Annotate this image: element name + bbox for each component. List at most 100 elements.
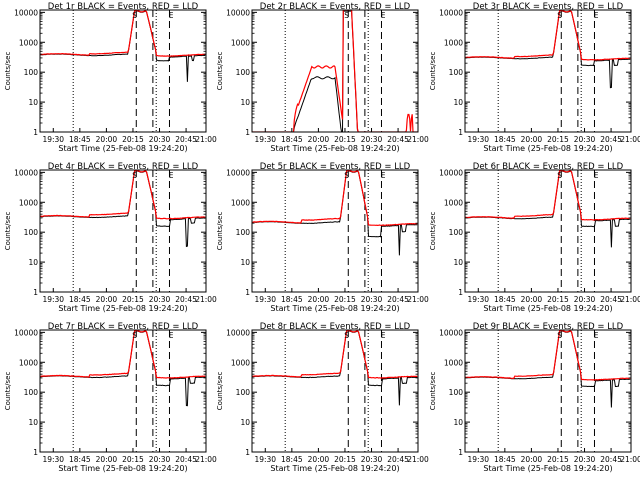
- x-tick-label: 20:00: [521, 295, 543, 304]
- marker-label-S: S: [132, 11, 137, 20]
- y-tick-label: 10000: [226, 8, 250, 17]
- x-tick-label: 18:45: [281, 455, 303, 464]
- x-tick-label: 20:45: [175, 135, 197, 144]
- x-tick-label: 20:00: [96, 455, 118, 464]
- y-axis-label: Counts/sec: [429, 212, 437, 251]
- marker-label-E: E: [169, 11, 174, 20]
- plot-frame: [464, 9, 632, 133]
- x-tick-label: 21:00: [195, 135, 217, 144]
- y-axis-label: Counts/sec: [4, 212, 12, 251]
- y-tick-label: 100: [236, 388, 251, 397]
- marker-label-S: S: [557, 331, 562, 340]
- x-tick-label: 20:00: [96, 135, 118, 144]
- x-tick-label: 20:15: [547, 295, 569, 304]
- y-tick-label: 10000: [14, 8, 38, 17]
- y-axis-label: Counts/sec: [4, 372, 12, 411]
- y-tick-label: 100: [449, 68, 464, 77]
- x-tick-label: 20:45: [387, 455, 409, 464]
- x-tick-label: 20:30: [361, 455, 383, 464]
- x-tick-label: 20:45: [600, 295, 622, 304]
- y-tick-label: 100: [24, 228, 39, 237]
- x-tick-label: 20:30: [574, 295, 596, 304]
- y-axis-label: Counts/sec: [429, 372, 437, 411]
- x-tick-label: 20:15: [334, 135, 356, 144]
- y-tick-label: 1: [458, 448, 463, 457]
- plot-frame: [39, 329, 207, 453]
- y-tick-label: 1: [33, 128, 38, 137]
- y-tick-label: 1: [33, 288, 38, 297]
- x-tick-label: 20:15: [334, 455, 356, 464]
- x-tick-label: 19:30: [254, 135, 276, 144]
- y-axis-label: Counts/sec: [4, 52, 12, 91]
- x-tick-label: 21:00: [620, 295, 640, 304]
- panel-title: Det 2r BLACK = Events, RED = LLD: [260, 2, 411, 12]
- y-axis-label: Counts/sec: [429, 52, 437, 91]
- x-tick-label: 21:00: [195, 455, 217, 464]
- x-tick-label: 20:30: [574, 455, 596, 464]
- y-tick-label: 10: [453, 258, 463, 267]
- x-tick-label: 20:00: [521, 135, 543, 144]
- x-tick-label: 19:30: [467, 135, 489, 144]
- y-tick-label: 1000: [444, 38, 463, 47]
- plot-frame: [464, 169, 632, 293]
- marker-label-E: E: [381, 331, 386, 340]
- marker-label-S: S: [132, 171, 137, 180]
- y-tick-label: 100: [236, 68, 251, 77]
- x-tick-label: 20:00: [308, 455, 330, 464]
- x-axis-label: Start Time (25-Feb-08 19:24:20): [483, 144, 612, 153]
- x-tick-label: 20:45: [600, 135, 622, 144]
- x-tick-label: 18:45: [494, 455, 516, 464]
- y-tick-label: 10: [453, 418, 463, 427]
- x-tick-label: 18:45: [281, 295, 303, 304]
- x-tick-label: 19:30: [254, 455, 276, 464]
- x-tick-label: 21:00: [620, 135, 640, 144]
- x-tick-label: 20:15: [122, 295, 144, 304]
- y-tick-label: 10: [28, 418, 38, 427]
- y-tick-label: 1: [33, 448, 38, 457]
- x-tick-label: 18:45: [494, 295, 516, 304]
- x-axis-label: Start Time (25-Feb-08 19:24:20): [58, 304, 187, 313]
- y-tick-label: 1000: [19, 38, 38, 47]
- y-tick-label: 100: [24, 388, 39, 397]
- y-tick-label: 1000: [19, 358, 38, 367]
- lld-series-line: [465, 330, 631, 381]
- panel-title: Det 7r BLACK = Events, RED = LLD: [48, 322, 199, 332]
- y-tick-label: 10000: [14, 168, 38, 177]
- y-tick-label: 100: [236, 228, 251, 237]
- events-series-line: [40, 170, 206, 248]
- panel-title: Det 5r BLACK = Events, RED = LLD: [260, 162, 411, 172]
- panel-title: Det 1r BLACK = Events, RED = LLD: [48, 2, 199, 12]
- y-tick-label: 1000: [231, 198, 250, 207]
- y-tick-label: 10: [240, 258, 250, 267]
- x-tick-label: 19:30: [467, 295, 489, 304]
- panel-title: Det 3r BLACK = Events, RED = LLD: [473, 2, 624, 12]
- panel-title: Det 4r BLACK = Events, RED = LLD: [48, 162, 199, 172]
- marker-label-S: S: [344, 331, 349, 340]
- x-tick-label: 20:30: [149, 295, 171, 304]
- y-tick-label: 10: [28, 258, 38, 267]
- marker-label-S: S: [132, 331, 137, 340]
- events-series-line: [465, 170, 631, 248]
- marker-label-S: S: [344, 11, 349, 20]
- x-tick-label: 20:00: [308, 295, 330, 304]
- x-tick-label: 20:30: [149, 135, 171, 144]
- x-tick-label: 19:30: [42, 135, 64, 144]
- lld-series-line: [40, 330, 206, 379]
- marker-label-S: S: [344, 171, 349, 180]
- plot-frame: [251, 329, 419, 453]
- panel-title: Det 9r BLACK = Events, RED = LLD: [473, 322, 624, 332]
- events-series-line: [40, 330, 206, 407]
- marker-label-E: E: [381, 11, 386, 20]
- y-tick-label: 10: [240, 98, 250, 107]
- x-tick-label: 20:00: [96, 295, 118, 304]
- x-tick-label: 19:30: [467, 455, 489, 464]
- y-tick-label: 10000: [439, 8, 463, 17]
- events-series-line: [465, 10, 631, 89]
- y-tick-label: 10: [453, 98, 463, 107]
- x-tick-label: 20:45: [175, 295, 197, 304]
